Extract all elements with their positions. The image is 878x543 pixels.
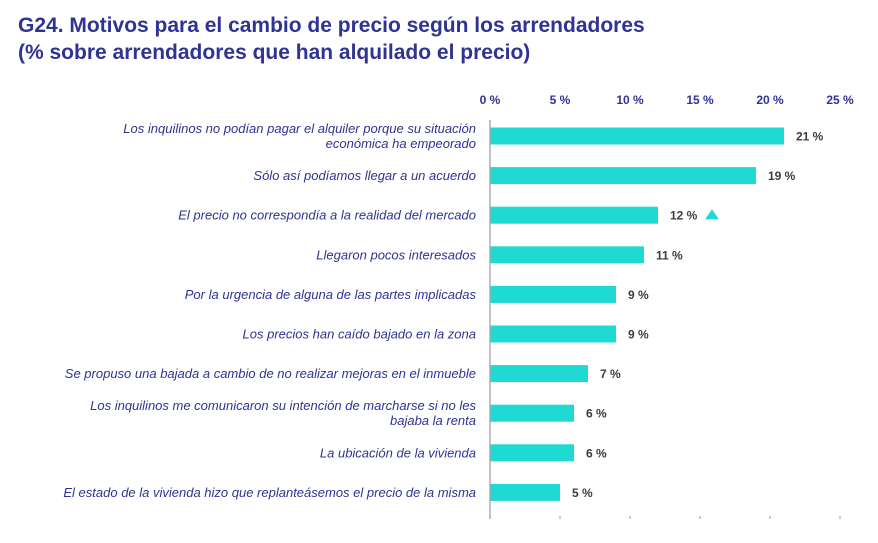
bar (490, 325, 616, 343)
value-label: 11 % (656, 248, 683, 262)
category-label-line: Llegaron pocos interesados (316, 247, 476, 262)
category-label: El estado de la vivienda hizo que replan… (63, 485, 476, 500)
value-label: 19 % (768, 169, 796, 183)
bar (490, 483, 560, 501)
value-label: 21 % (796, 130, 824, 144)
chart-title-line-1: G24. Motivos para el cambio de precio se… (18, 14, 645, 37)
chart-title-line-2: (% sobre arrendadores que han alquilado … (18, 41, 531, 64)
category-label: Se propuso una bajada a cambio de no rea… (65, 366, 476, 381)
category-label-line: La ubicación de la vivienda (320, 445, 476, 460)
bar (490, 365, 588, 383)
category-label-line: El estado de la vivienda hizo que replan… (63, 485, 476, 500)
value-label: 6 % (586, 446, 607, 460)
value-label: 9 % (628, 328, 649, 342)
bar (490, 404, 574, 422)
category-label-line: Los inquilinos me comunicaron su intenci… (90, 398, 476, 413)
bar (490, 444, 574, 462)
category-label: El precio no correspondía a la realidad … (178, 208, 476, 223)
bar (490, 246, 644, 264)
bar (490, 127, 784, 145)
bar (490, 285, 616, 303)
value-label: 9 % (628, 288, 649, 302)
category-label: Sólo así podíamos llegar a un acuerdo (253, 168, 476, 183)
category-label: Los precios han caído bajado en la zona (243, 327, 476, 342)
x-tick-label: 20 % (756, 93, 784, 107)
x-tick-label: 10 % (616, 93, 644, 107)
x-tick-label: 0 % (480, 93, 501, 107)
category-label-line: Por la urgencia de alguna de las partes … (185, 287, 477, 302)
category-label: Por la urgencia de alguna de las partes … (185, 287, 477, 302)
chart-title: G24. Motivos para el cambio de precio se… (18, 12, 858, 66)
category-label-line: económica ha empeorado (326, 136, 476, 151)
category-label-line: El precio no correspondía a la realidad … (178, 208, 476, 223)
x-tick-label: 5 % (550, 93, 571, 107)
value-label: 7 % (600, 367, 621, 381)
value-label: 6 % (586, 407, 607, 421)
category-label-line: Los inquilinos no podían pagar el alquil… (123, 121, 476, 136)
category-label: Los inquilinos me comunicaron su intenci… (90, 398, 476, 428)
category-label-line: Se propuso una bajada a cambio de no rea… (65, 366, 476, 381)
value-label: 5 % (572, 486, 593, 500)
category-label: Llegaron pocos interesados (316, 247, 476, 262)
category-label: Los inquilinos no podían pagar el alquil… (123, 121, 476, 151)
category-label-line: Los precios han caído bajado en la zona (243, 327, 476, 342)
triangle-up-icon (705, 209, 719, 220)
bar (490, 167, 756, 185)
category-label-line: bajaba la renta (390, 413, 476, 428)
x-tick-label: 15 % (686, 93, 714, 107)
value-label: 12 % (670, 209, 698, 223)
x-tick-label: 25 % (826, 93, 854, 107)
category-label-line: Sólo así podíamos llegar a un acuerdo (253, 168, 476, 183)
category-label: La ubicación de la vivienda (320, 445, 476, 460)
bar (490, 206, 658, 224)
